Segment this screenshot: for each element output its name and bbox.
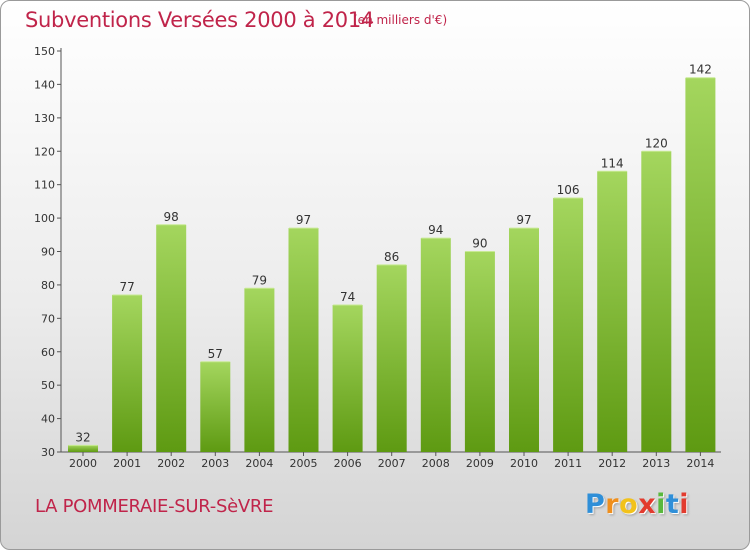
- y-tick-label: 60: [41, 346, 55, 359]
- logo-letter: x: [638, 489, 657, 520]
- y-tick-label: 120: [34, 145, 55, 158]
- bar: [156, 224, 187, 452]
- bar: [200, 361, 231, 452]
- x-tick-label: 2002: [157, 457, 185, 470]
- data-label: 106: [557, 183, 580, 197]
- y-tick-label: 130: [34, 112, 55, 125]
- x-tick-label: 2007: [378, 457, 406, 470]
- y-tick-label: 110: [34, 179, 55, 192]
- commune-name: LA POMMERAIE-SUR-SèVRE: [35, 496, 274, 517]
- data-label: 97: [516, 213, 531, 227]
- bar: [420, 238, 451, 452]
- x-tick-label: 2012: [598, 457, 626, 470]
- bar: [464, 251, 495, 452]
- x-tick-label: 2011: [554, 457, 582, 470]
- data-label: 77: [119, 280, 134, 294]
- x-tick-label: 2004: [245, 457, 273, 470]
- bar: [641, 151, 672, 452]
- y-tick-label: 150: [34, 45, 55, 58]
- data-label: 57: [208, 347, 223, 361]
- bar: [685, 77, 716, 452]
- bar: [509, 228, 539, 452]
- y-tick-label: 100: [34, 212, 55, 225]
- data-label: 74: [340, 290, 355, 304]
- x-tick-label: 2013: [642, 457, 670, 470]
- data-label: 114: [601, 156, 624, 170]
- y-tick-label: 90: [41, 246, 55, 259]
- chart-title: Subventions Versées 2000 à 2014: [25, 8, 374, 32]
- logo-letter: i: [679, 489, 690, 520]
- x-tick-label: 2003: [201, 457, 229, 470]
- x-tick-label: 2010: [510, 457, 538, 470]
- logo-letter: r: [605, 489, 620, 520]
- data-label: 120: [645, 136, 668, 150]
- bar: [553, 198, 584, 452]
- bar: [68, 445, 98, 452]
- unit-note: (en milliers d'€): [353, 13, 448, 27]
- bar: [332, 304, 363, 452]
- x-tick-label: 2001: [113, 457, 141, 470]
- bar: [112, 294, 143, 452]
- logo-letter: o: [619, 489, 639, 520]
- y-tick-label: 30: [41, 446, 55, 459]
- x-tick-label: 2009: [466, 457, 494, 470]
- logo-letter: t: [665, 489, 680, 520]
- bar: [244, 288, 275, 452]
- x-tick-label: 2008: [422, 457, 450, 470]
- y-tick-label: 50: [41, 379, 55, 392]
- bar: [288, 228, 319, 452]
- data-label: 97: [296, 213, 311, 227]
- proxiti-logo: Proxiti: [585, 489, 689, 520]
- data-label: 79: [252, 273, 267, 287]
- data-label: 86: [384, 250, 399, 264]
- bar: [376, 264, 407, 452]
- bar: [597, 171, 628, 453]
- data-label: 98: [164, 210, 179, 224]
- y-tick-label: 80: [41, 279, 55, 292]
- x-tick-label: 2005: [290, 457, 318, 470]
- y-tick-label: 70: [41, 312, 55, 325]
- y-tick-label: 40: [41, 413, 55, 426]
- data-label: 94: [428, 223, 443, 237]
- data-label: 32: [75, 430, 90, 444]
- data-label: 142: [689, 63, 712, 77]
- x-tick-label: 2006: [334, 457, 362, 470]
- x-tick-label: 2014: [686, 457, 714, 470]
- logo-letter: i: [656, 489, 666, 520]
- data-label: 90: [472, 237, 487, 251]
- logo-letter: P: [585, 489, 606, 520]
- x-tick-label: 2000: [69, 457, 97, 470]
- y-tick-label: 140: [34, 78, 55, 91]
